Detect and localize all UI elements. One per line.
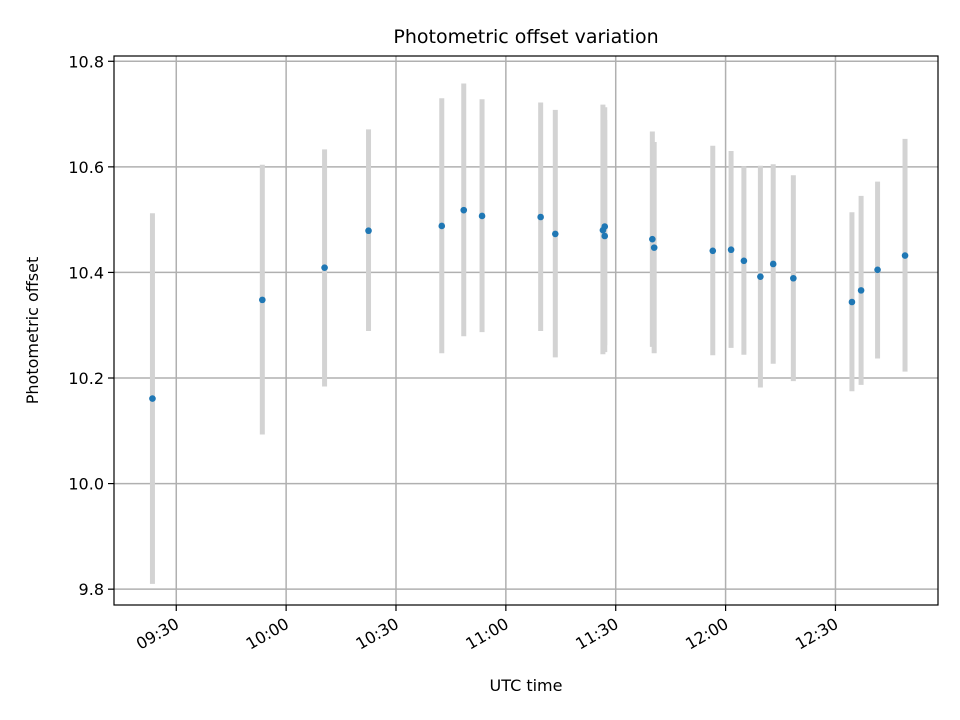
data-point — [365, 227, 372, 235]
y-tick-label: 10.8 — [68, 52, 104, 71]
data-point — [478, 212, 486, 220]
data-point — [857, 287, 865, 294]
data-point — [321, 264, 328, 271]
chart-title: Photometric offset variation — [393, 26, 658, 48]
x-tick-label: 12:30 — [792, 614, 841, 654]
y-tick-label: 10.2 — [68, 369, 104, 388]
data-point — [709, 247, 717, 255]
x-tick-label: 10:30 — [353, 614, 402, 654]
data-point — [901, 252, 909, 259]
x-tick-label: 11:00 — [462, 614, 511, 654]
data-point — [740, 257, 748, 265]
data-point — [601, 223, 609, 230]
grid-lines — [114, 56, 938, 605]
x-tick-label: 11:30 — [572, 614, 621, 654]
data-point — [438, 222, 446, 230]
data-point — [601, 232, 609, 240]
y-tick-label: 9.8 — [79, 580, 104, 599]
data-point — [874, 266, 881, 274]
y-tick-label: 10.0 — [68, 475, 104, 494]
data-point — [727, 246, 735, 254]
y-tick-label: 10.6 — [68, 158, 104, 177]
data-point — [259, 296, 266, 304]
x-axis-label: UTC time — [490, 676, 563, 695]
plot-frame — [113, 55, 939, 606]
data-point — [551, 230, 559, 238]
data-point — [649, 235, 656, 243]
data-point — [650, 244, 658, 251]
data-point — [848, 298, 856, 306]
x-tick-label: 12:00 — [682, 614, 731, 654]
y-axis-label: Photometric offset — [23, 257, 42, 405]
data-point — [537, 213, 544, 221]
x-tick-label: 10:00 — [243, 614, 292, 654]
x-tick-label: 09:30 — [133, 614, 182, 654]
data-point — [769, 260, 777, 268]
data-point — [460, 206, 468, 214]
data-point — [757, 273, 764, 280]
data-point — [790, 274, 797, 282]
y-tick-label: 10.4 — [68, 263, 104, 282]
error-bars — [149, 83, 908, 584]
data-points — [149, 206, 909, 402]
data-point — [149, 395, 156, 402]
